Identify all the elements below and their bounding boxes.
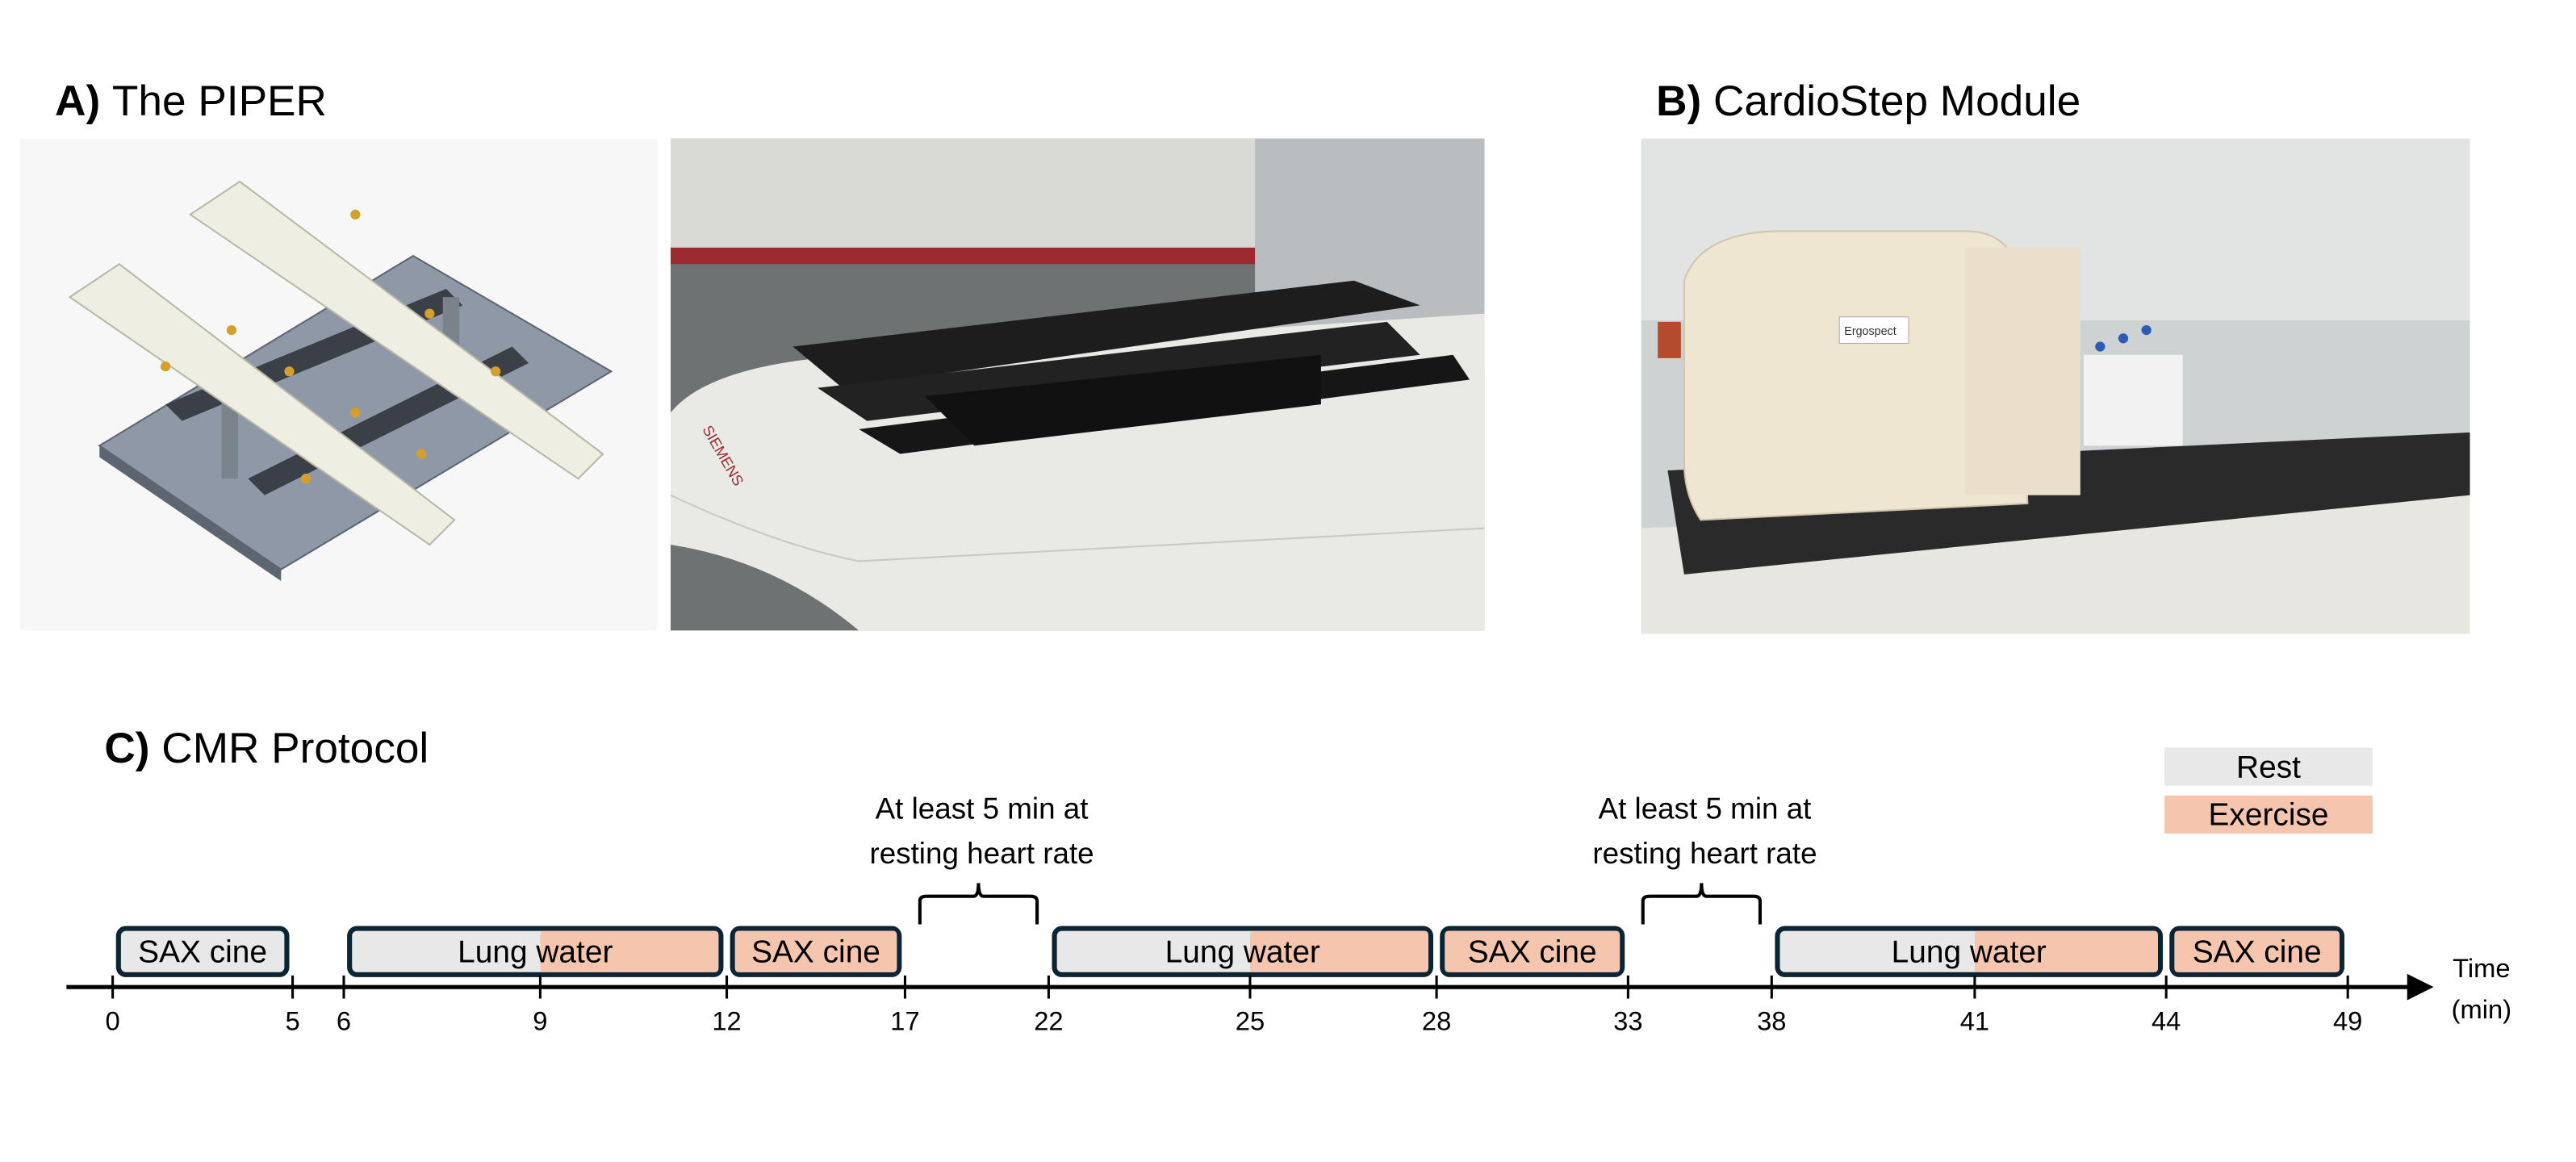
axis-label-unit: (min) (2452, 994, 2512, 1024)
tick-label: 9 (533, 1005, 547, 1035)
block-label: Lung water (458, 935, 613, 970)
tick-label: 6 (337, 1005, 351, 1035)
legend-exercise-label: Exercise (2208, 798, 2328, 833)
protocol-timeline: Time (min) SAX cine Lung water SAX cine Lun… (66, 792, 2512, 1035)
block-label: SAX cine (1468, 935, 1597, 970)
rest-interval-note: At least 5 min at resting heart rate (1592, 792, 1817, 925)
legend-exercise-swatch (2164, 795, 2373, 834)
block-label: Lung water (1165, 935, 1320, 970)
panel-b-title: B) CardioStep Module (1656, 77, 2080, 125)
block-label: SAX cine (138, 935, 267, 970)
note-line-1: At least 5 min at (1599, 792, 1812, 826)
exercise-segment (1445, 930, 1620, 972)
rest-interval-note: At least 5 min at resting heart rate (869, 792, 1094, 925)
exercise-segment (734, 930, 897, 972)
protocol-block: Lung water (1775, 926, 2164, 977)
ergospect-logo: Ergospect (1844, 325, 1896, 338)
axis-arrow (2407, 973, 2434, 1001)
brace (1641, 883, 1763, 925)
tick-label: 17 (890, 1005, 919, 1035)
panel-a-title: A) The PIPER (55, 77, 327, 125)
tick-label: 41 (1960, 1005, 1989, 1035)
protocol-block: Lung water (1052, 926, 1433, 977)
note-line-1: At least 5 min at (876, 792, 1089, 826)
tick-label: 49 (2333, 1005, 2362, 1035)
panel-c-title: C) CMR Protocol (104, 725, 429, 772)
protocol-block: SAX cine (1440, 926, 1625, 977)
exercise-segment (540, 930, 719, 972)
protocol-block: Lung water (347, 926, 724, 977)
piper-cad-render (20, 138, 658, 631)
exercise-segment (2174, 930, 2340, 972)
legend-rest-swatch (2164, 747, 2373, 786)
tick-label: 22 (1034, 1005, 1063, 1035)
note-line-2: resting heart rate (1592, 837, 1817, 870)
exercise-segment (1249, 930, 1428, 972)
tick-label: 0 (106, 1005, 120, 1035)
tick-label: 25 (1236, 1005, 1265, 1035)
cardiostep-photo: Ergospect (1641, 138, 2470, 634)
legend-rest-label: Rest (2236, 750, 2301, 784)
tick-label: 44 (2152, 1005, 2181, 1035)
tick-label: 12 (712, 1005, 741, 1035)
note-line-2: resting heart rate (869, 837, 1094, 870)
brace (918, 883, 1039, 925)
piper-photo: SIEMENS (670, 138, 1485, 631)
tick-label: 33 (1613, 1005, 1642, 1035)
axis-label-time: Time (2453, 953, 2511, 983)
block-label: SAX cine (751, 935, 880, 970)
tick-label: 38 (1757, 1005, 1786, 1035)
protocol-block: SAX cine (115, 926, 290, 977)
exercise-segment (1974, 930, 2158, 972)
block-label: SAX cine (2193, 935, 2322, 970)
block-label: Lung water (1892, 935, 2047, 970)
protocol-block: SAX cine (730, 926, 902, 977)
tick-label: 28 (1422, 1005, 1451, 1035)
rest-segment (120, 930, 285, 972)
legend: Rest Exercise (2164, 747, 2373, 834)
protocol-block: SAX cine (2169, 926, 2345, 977)
tick-label: 5 (285, 1005, 299, 1035)
